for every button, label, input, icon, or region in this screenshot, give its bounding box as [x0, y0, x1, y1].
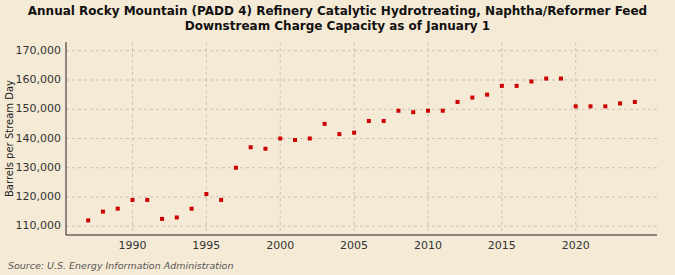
- x-grid-line: [354, 42, 355, 235]
- data-point: [485, 93, 489, 97]
- y-grid-line: [66, 50, 657, 51]
- y-grid-line: [66, 167, 657, 168]
- y-tick-label: 120,000: [16, 190, 62, 203]
- data-point: [441, 109, 445, 113]
- x-tick-label: 1995: [192, 239, 220, 252]
- y-tick-label: 170,000: [16, 44, 62, 57]
- x-grid-line: [575, 42, 576, 235]
- data-point: [411, 110, 415, 114]
- x-tick-label: 2005: [340, 239, 368, 252]
- background: [0, 0, 675, 275]
- x-grid-line: [132, 42, 133, 235]
- y-grid-line: [66, 138, 657, 139]
- data-point: [323, 122, 327, 126]
- data-point: [633, 100, 637, 104]
- y-tick-label: 160,000: [16, 73, 62, 86]
- data-point: [515, 84, 519, 88]
- data-point: [426, 109, 430, 113]
- chart-container: 110,000 120,000 130,000 140,000 150,000 160,0…: [0, 0, 675, 275]
- data-point: [382, 119, 386, 123]
- x-tick-label: 1990: [118, 239, 146, 252]
- data-point: [219, 198, 223, 202]
- data-point: [145, 198, 149, 202]
- data-point: [559, 77, 563, 81]
- data-point: [529, 79, 533, 83]
- data-point: [101, 210, 105, 214]
- source-note: Source: U.S. Energy Information Administ…: [8, 260, 233, 271]
- y-grid-line: [66, 109, 657, 110]
- data-point: [456, 100, 460, 104]
- x-tick-label: 2000: [266, 239, 294, 252]
- y-grid-line: [66, 196, 657, 197]
- y-grid-line: [66, 226, 657, 227]
- y-grid-line: [66, 80, 657, 81]
- x-tick-label: 2020: [562, 239, 590, 252]
- data-point: [470, 96, 474, 100]
- data-point: [130, 198, 134, 202]
- data-point: [544, 77, 548, 81]
- y-axis-line: [66, 42, 67, 235]
- data-point: [367, 119, 371, 123]
- x-axis-line: [66, 235, 657, 236]
- y-axis-label: Barrels per Stream Day: [4, 80, 15, 197]
- chart-svg: 110,000 120,000 130,000 140,000 150,000 160,0…: [0, 0, 675, 275]
- data-point: [190, 207, 194, 211]
- axes: 110,000 120,000 130,000 140,000 150,000 160,0…: [16, 42, 658, 252]
- y-tick-label: 140,000: [16, 132, 62, 145]
- data-point: [352, 131, 356, 135]
- data-point: [396, 109, 400, 113]
- data-point: [263, 147, 267, 151]
- data-point: [574, 104, 578, 108]
- y-tick-label: 150,000: [16, 102, 62, 115]
- data-point: [278, 137, 282, 141]
- data-point: [308, 137, 312, 141]
- data-point: [293, 138, 297, 142]
- data-point: [589, 104, 593, 108]
- x-grid-line: [427, 42, 428, 235]
- data-point: [86, 218, 90, 222]
- data-point: [116, 207, 120, 211]
- y-tick-label: 110,000: [16, 219, 62, 232]
- grid: [66, 42, 657, 235]
- title: Annual Rocky Mountain (PADD 4) Refinery …: [28, 4, 647, 33]
- data-point: [160, 217, 164, 221]
- points: [86, 77, 637, 223]
- data-point: [249, 145, 253, 149]
- data-point: [204, 192, 208, 196]
- title-line: Downstream Charge Capacity as of January…: [185, 19, 490, 33]
- y-tick-label: 130,000: [16, 161, 62, 174]
- data-point: [337, 132, 341, 136]
- x-grid-line: [206, 42, 207, 235]
- data-point: [175, 215, 179, 219]
- x-tick-label: 2015: [488, 239, 516, 252]
- title-line: Annual Rocky Mountain (PADD 4) Refinery …: [28, 4, 647, 18]
- data-point: [234, 166, 238, 170]
- x-grid-line: [501, 42, 502, 235]
- x-tick-label: 2010: [414, 239, 442, 252]
- data-point: [618, 101, 622, 105]
- data-point: [500, 84, 504, 88]
- data-point: [603, 104, 607, 108]
